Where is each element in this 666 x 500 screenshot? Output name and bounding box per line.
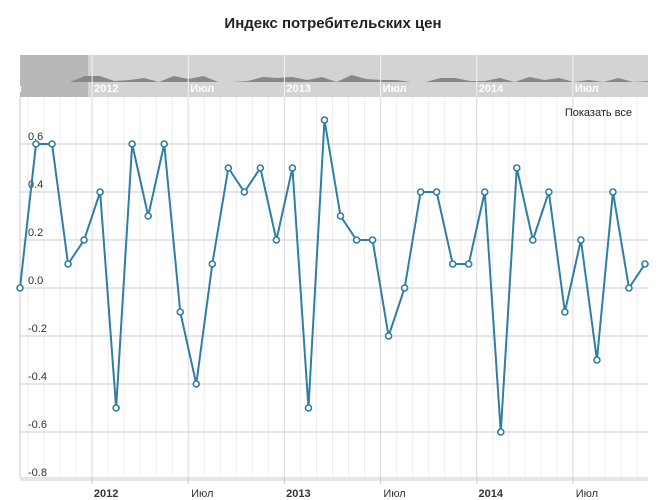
x-tick-label: 2014 <box>478 488 503 500</box>
data-point[interactable] <box>577 236 585 244</box>
navigator-mask[interactable] <box>20 55 88 97</box>
data-point[interactable] <box>448 260 457 268</box>
data-point[interactable] <box>112 404 120 412</box>
data-point[interactable] <box>128 140 136 148</box>
navigator-label: Июл <box>575 83 599 95</box>
data-point[interactable] <box>432 188 441 196</box>
data-point[interactable] <box>609 188 617 196</box>
grid <box>20 97 648 481</box>
data-point[interactable] <box>464 260 473 268</box>
data-point[interactable] <box>529 236 537 244</box>
data-point[interactable] <box>304 404 313 412</box>
x-tick-label: Июл <box>383 488 405 500</box>
data-point[interactable] <box>352 236 361 244</box>
data-point[interactable] <box>336 212 345 220</box>
data-point[interactable] <box>368 236 377 244</box>
data-point[interactable] <box>512 164 521 172</box>
data-point[interactable] <box>224 164 233 172</box>
x-tick-label: 2012 <box>94 488 118 500</box>
data-point[interactable] <box>48 140 56 148</box>
data-point[interactable] <box>593 356 601 364</box>
navigator-label: 2012 <box>94 83 118 95</box>
y-tick-label: -0.4 <box>28 371 47 383</box>
y-tick-label: 0.0 <box>28 275 43 287</box>
y-tick-label: -0.2 <box>28 323 47 335</box>
data-point[interactable] <box>384 332 393 340</box>
data-point[interactable] <box>208 260 217 268</box>
y-tick-label: 0.6 <box>28 131 43 143</box>
show-all-button[interactable]: Показать все <box>565 107 632 119</box>
navigator-label: 2013 <box>286 83 310 95</box>
x-axis: 2012 Июл 2013 Июл 2014 Июл <box>20 477 648 500</box>
data-point[interactable] <box>96 188 104 196</box>
data-point[interactable] <box>80 236 88 244</box>
data-point[interactable] <box>496 428 505 436</box>
data-point[interactable] <box>144 212 153 220</box>
navigator-label: 2014 <box>479 83 504 95</box>
data-point[interactable] <box>272 236 281 244</box>
data-point[interactable] <box>561 308 569 316</box>
data-point[interactable] <box>416 188 425 196</box>
chart-title: Индекс потребительских цен <box>224 15 441 32</box>
y-tick-label: -0.8 <box>28 467 47 479</box>
data-point[interactable] <box>400 284 409 292</box>
series-path <box>19 119 646 433</box>
data-point[interactable] <box>641 260 649 268</box>
data-point[interactable] <box>32 140 40 148</box>
navigator-area <box>70 75 648 82</box>
x-tick-label: 2013 <box>286 488 310 500</box>
data-point[interactable] <box>288 164 297 172</box>
data-point[interactable] <box>320 116 329 124</box>
y-tick-label: -0.6 <box>28 419 47 431</box>
data-point[interactable] <box>16 284 24 292</box>
data-point[interactable] <box>192 380 201 388</box>
data-point[interactable] <box>160 140 169 148</box>
series-line <box>16 116 649 436</box>
x-tick-label: Июл <box>576 488 598 500</box>
data-point[interactable] <box>240 188 249 196</box>
data-point[interactable] <box>64 260 72 268</box>
navigator-label: Июл <box>190 83 214 95</box>
y-tick-label: 0.2 <box>28 227 43 239</box>
data-point[interactable] <box>545 188 553 196</box>
data-point[interactable] <box>256 164 265 172</box>
data-point[interactable] <box>176 308 185 316</box>
navigator-label: Июл <box>0 83 22 95</box>
data-point[interactable] <box>480 188 489 196</box>
navigator-label: Июл <box>383 83 407 95</box>
navigator[interactable]: Июл 2012 Июл 2013 Июл 2014 Июл <box>0 55 648 97</box>
data-point[interactable] <box>625 284 633 292</box>
navigator-background[interactable] <box>20 55 648 97</box>
x-tick-label: Июл <box>191 488 213 500</box>
